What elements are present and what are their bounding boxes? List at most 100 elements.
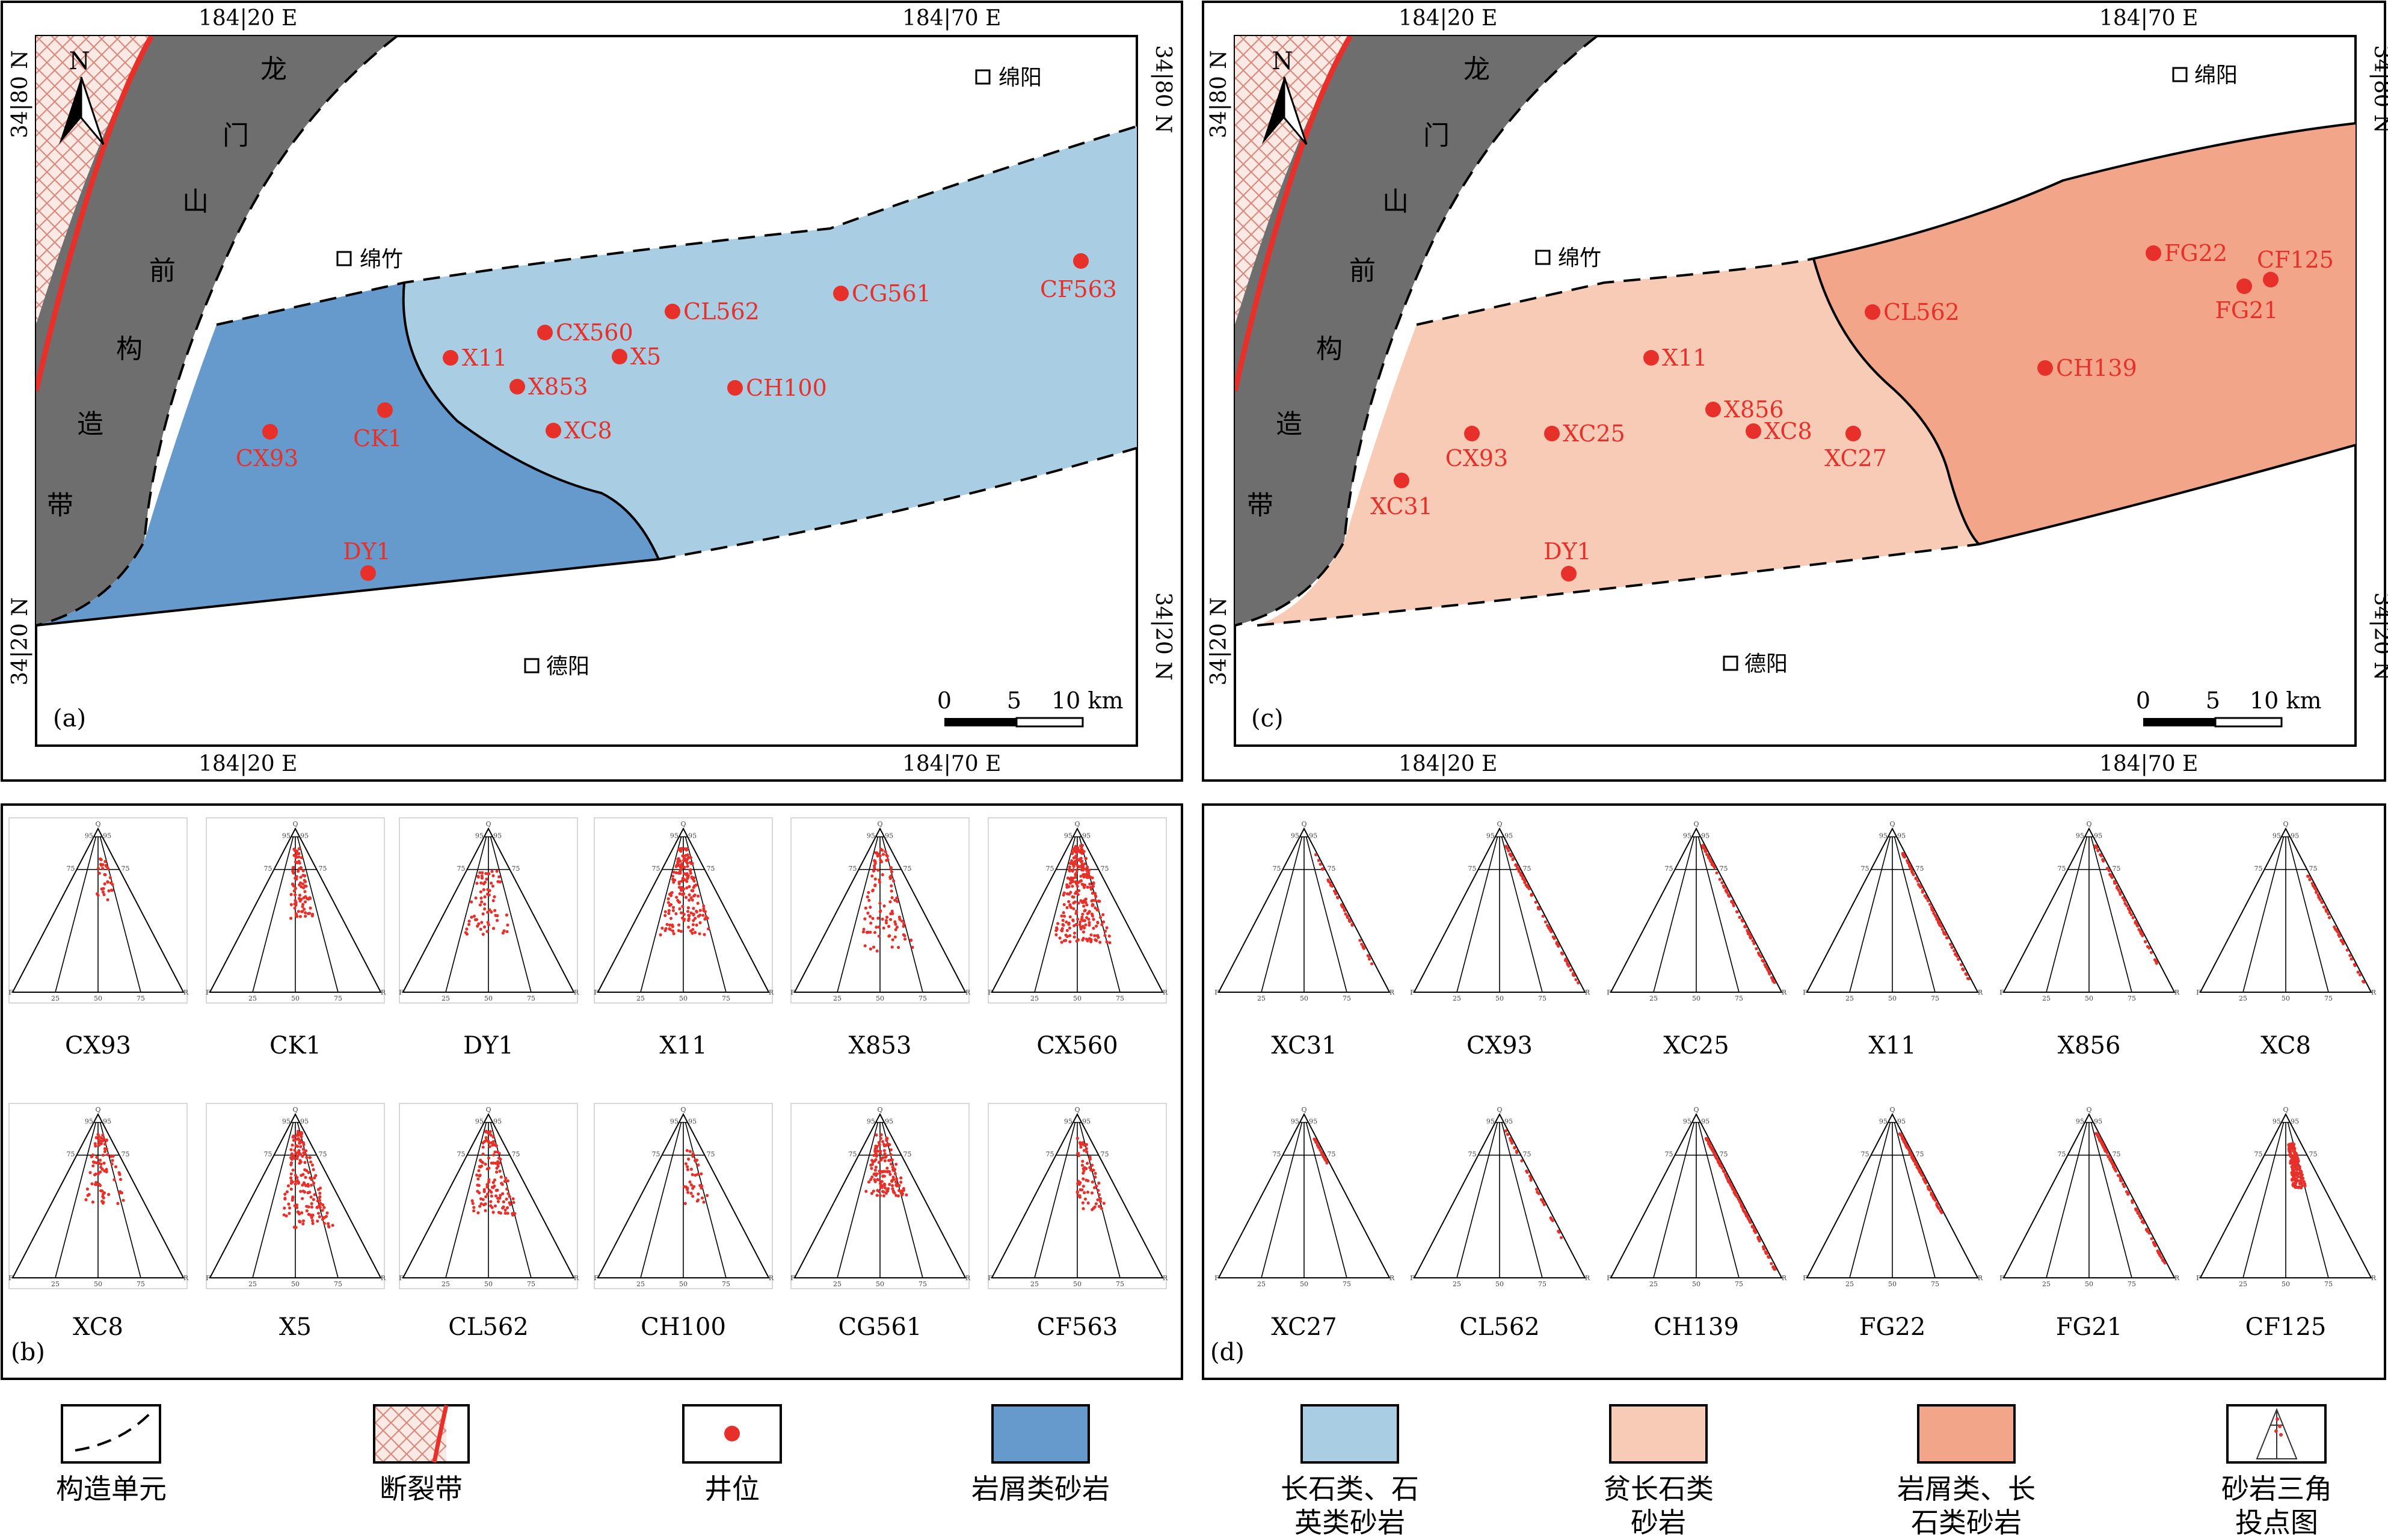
ternary-tick: 25	[833, 995, 842, 1002]
ternary-point	[1107, 934, 1111, 938]
ternary-point	[1085, 1150, 1089, 1154]
ternary-point	[103, 1150, 107, 1153]
ternary-point	[1539, 1198, 1543, 1201]
ternary-point	[1921, 889, 1925, 892]
ternary-point	[111, 1159, 114, 1162]
thrust-char: 造	[77, 409, 103, 440]
ternary-point	[875, 1155, 878, 1158]
city-label: 绵阳	[2194, 63, 2238, 88]
ternary-point	[1928, 903, 1932, 906]
ternary-point	[1954, 953, 1957, 956]
lon-top-right: 184|70 E	[902, 6, 1001, 31]
ternary-point	[301, 1197, 304, 1200]
ternary-point	[668, 923, 672, 927]
ternary-point	[697, 1192, 700, 1196]
ternary-tick: 95	[103, 1118, 111, 1126]
ternary-point	[878, 1152, 882, 1155]
ternary-point	[1350, 924, 1354, 927]
ternary-point	[118, 1173, 122, 1176]
ternary-point	[1094, 1175, 1097, 1179]
ternary-point	[1713, 865, 1717, 869]
ternary-point	[677, 880, 681, 884]
ternary-tick: 95	[1064, 832, 1072, 840]
well-dot	[377, 402, 393, 418]
ternary-point	[879, 1137, 882, 1140]
ternary-point	[479, 1197, 483, 1201]
ternary-point	[669, 916, 673, 920]
thrust-char: 龙	[260, 54, 287, 85]
ternary-point	[1733, 1190, 1737, 1194]
ternary-point	[660, 926, 664, 930]
ternary-point	[867, 891, 870, 894]
ternary-point	[493, 895, 496, 898]
ternary-point	[685, 886, 689, 890]
map-c-wells: XC31 CX93 XC25 DY1 X11 X856 XC8 XC27 CL5…	[1370, 240, 2334, 581]
ternary-point	[1085, 867, 1088, 871]
ternary-point	[484, 1130, 488, 1134]
ternary-point	[1506, 1132, 1510, 1137]
ternary-point	[1767, 1256, 1771, 1259]
ternary-point	[1088, 923, 1091, 927]
ternary-point	[1076, 1191, 1079, 1195]
ternary-tick: 25	[1845, 995, 1854, 1002]
ternary-point	[505, 1187, 509, 1191]
ternary-point	[297, 1137, 300, 1141]
ternary-point	[300, 1132, 304, 1135]
lon-top-left: 184|20 E	[198, 6, 297, 31]
ternary-point	[1072, 935, 1076, 939]
ternary-point	[1080, 847, 1083, 850]
ternary-point	[2138, 1215, 2142, 1218]
well: X856	[1705, 396, 1784, 423]
ternary-point	[889, 866, 893, 870]
ternary-tick: 95	[282, 832, 291, 840]
ternary-point	[472, 1206, 476, 1209]
ternary-point	[2116, 1174, 2120, 1177]
ternary-point	[872, 945, 876, 949]
ternary-point	[1065, 934, 1069, 938]
city-label: 德阳	[1744, 652, 1788, 676]
ternary-point	[876, 916, 880, 920]
ternary-point	[1093, 892, 1097, 895]
ternary-point	[1069, 859, 1074, 863]
ternary-point	[483, 895, 487, 899]
ternary-point	[502, 929, 506, 933]
ternary-point	[282, 1213, 286, 1216]
ternary-point	[1081, 1201, 1085, 1204]
ternary-point	[1085, 1179, 1088, 1182]
ternary-points	[1704, 1137, 1777, 1271]
ternary-point	[2320, 900, 2324, 904]
ternary-point	[2322, 905, 2326, 909]
ternary-point	[672, 932, 675, 936]
ternary-point	[1360, 942, 1364, 946]
ternary-point	[286, 1184, 290, 1188]
ternary-tick: 25	[51, 995, 60, 1002]
ternary-point	[467, 922, 471, 926]
fault-zone-hatch	[36, 36, 152, 325]
ternary-tick: 75	[2058, 865, 2066, 873]
ternary-point	[894, 1183, 898, 1187]
ternary-point	[1062, 911, 1065, 915]
ternary-tick: 95	[1897, 832, 1906, 840]
ternary-point	[491, 1143, 494, 1147]
ternary-point	[1079, 1146, 1083, 1149]
ternary-point	[1535, 1188, 1539, 1191]
ternary-point	[691, 928, 695, 931]
ternary-well-label: FG22	[1859, 1313, 1926, 1341]
ternary-point	[1077, 1180, 1080, 1183]
thrust-char: 龙	[1463, 54, 1490, 85]
map-panel-c: 龙 门 山 前 构 造 带 N 绵阳 绵竹 德阳 XC31 CX93 XC25 …	[1202, 1, 2388, 782]
ternary-point	[873, 877, 877, 881]
ternary-point	[478, 1174, 481, 1178]
ternary-point	[497, 875, 501, 879]
well-label: FG22	[2164, 240, 2227, 266]
ternary-point	[486, 910, 490, 914]
ternary-point	[1096, 1198, 1100, 1201]
ternary-point	[869, 906, 872, 909]
scale-bar: 0 5 10 km	[2136, 687, 2322, 728]
ternary-point	[870, 1167, 873, 1170]
well: DY1	[1543, 538, 1592, 581]
ternary-point	[1343, 909, 1346, 912]
ternary-point	[2290, 1146, 2294, 1150]
ternary-point	[297, 1151, 301, 1155]
